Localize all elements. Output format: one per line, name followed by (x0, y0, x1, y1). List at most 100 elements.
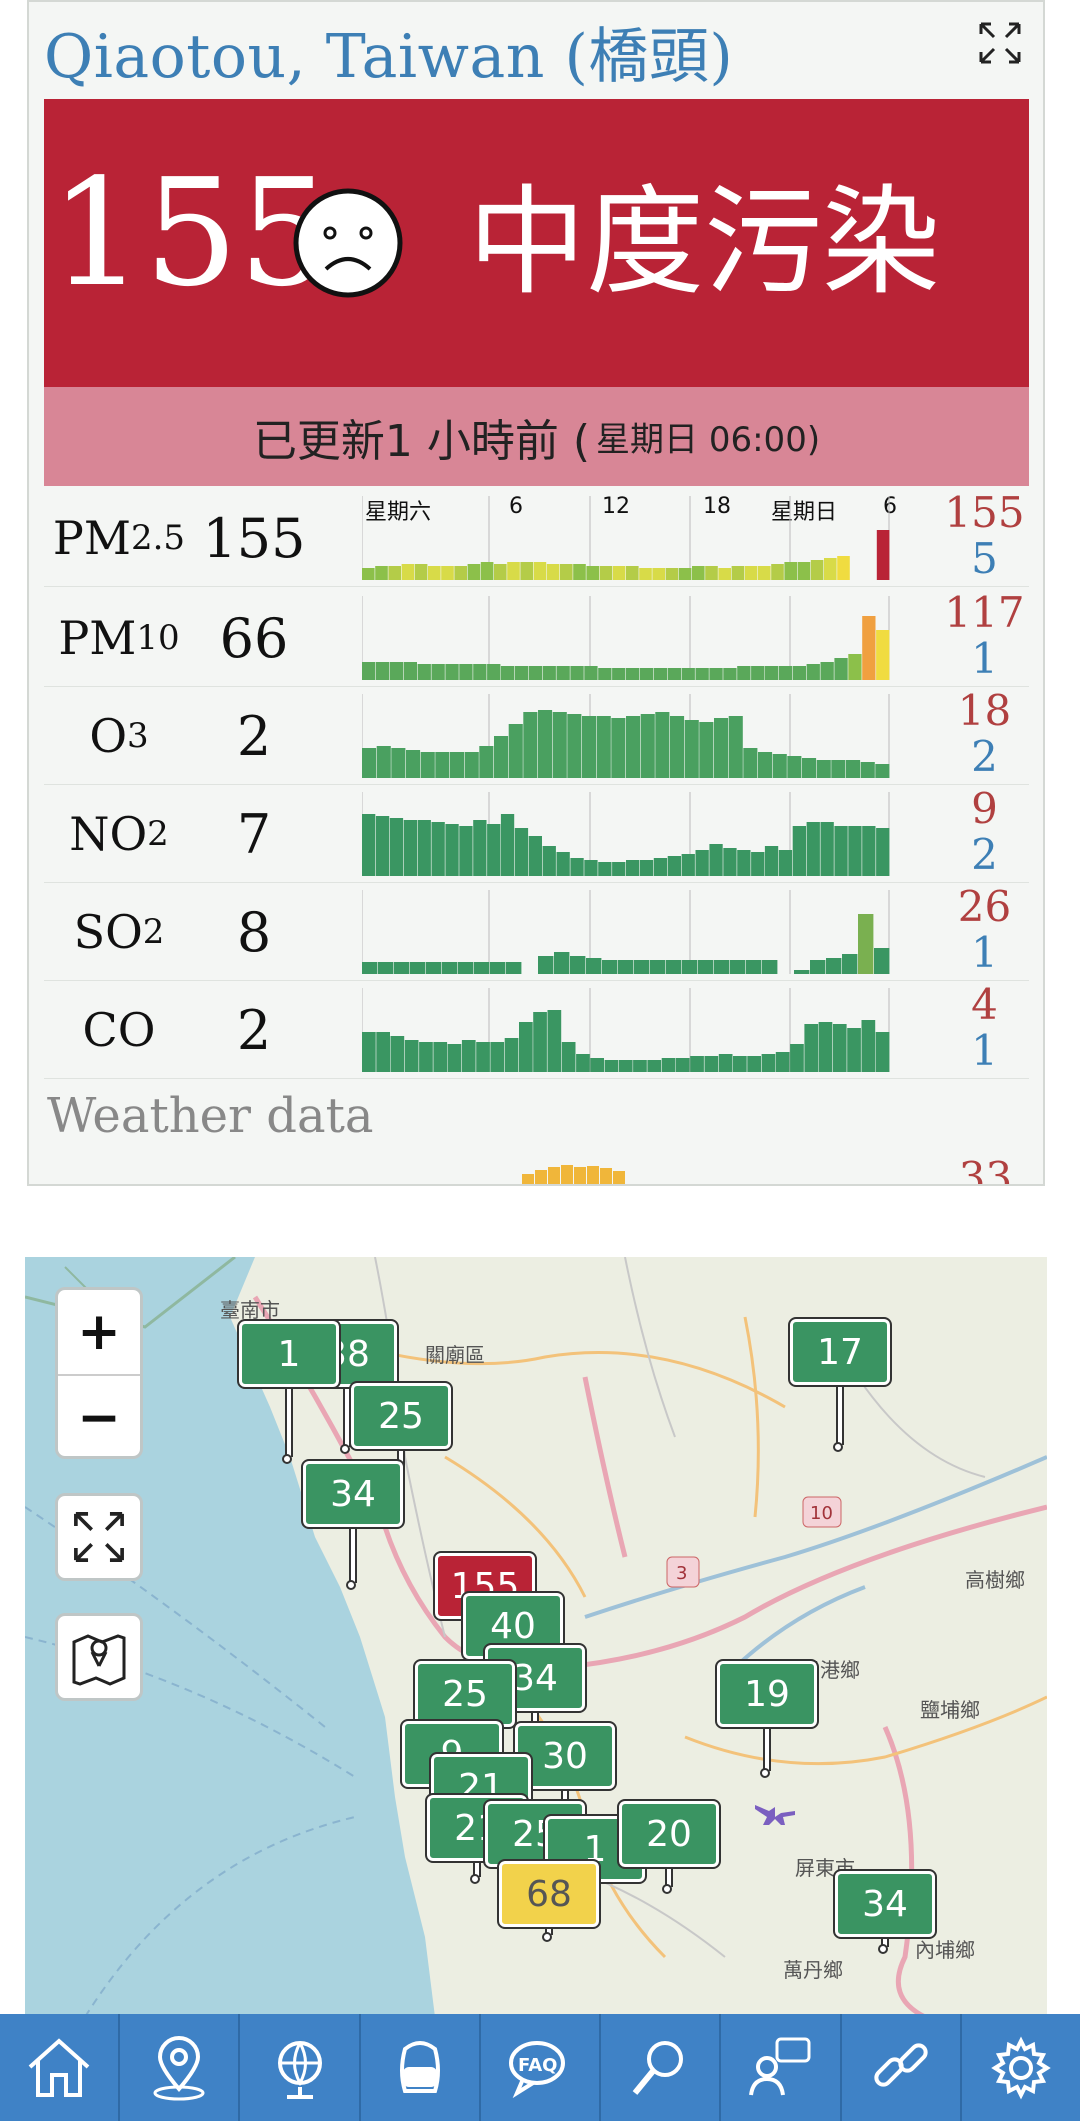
pollutant-max: 9 (971, 784, 998, 833)
nav-home[interactable] (0, 2014, 121, 2121)
station-card: Qiaotou, Taiwan (橋頭) 155 中度污染 已更新1 小時前 (… (27, 0, 1045, 1186)
pollutant-row-pm10[interactable]: PM 10 66 117 1 (44, 590, 1029, 687)
aqi-value: 155 (50, 147, 333, 319)
map-place-label: 內埔鄉 (915, 1938, 975, 1962)
aqi-level: 中度污染 (467, 173, 940, 312)
link-icon (873, 2042, 928, 2087)
map-marker-pin (346, 1527, 357, 1590)
svg-text:FAQ: FAQ (518, 2055, 557, 2076)
search-icon (632, 2040, 684, 2095)
nav-location[interactable] (120, 2014, 241, 2121)
location-icon (153, 2035, 205, 2100)
pollutant-name: SO 2 (73, 905, 165, 959)
pollutant-sparkline (362, 496, 890, 580)
map-place-label: 關廟區 (425, 1343, 485, 1367)
mask-icon (399, 2040, 440, 2093)
globe-icon (277, 2040, 322, 2099)
pollutant-current: 2 (236, 704, 272, 768)
pollutant-min: 1 (971, 634, 998, 683)
map-place-label: 萬丹鄉 (783, 1958, 843, 1982)
map-marker-pin (340, 1387, 351, 1454)
map-marker[interactable]: 19 (715, 1659, 819, 1729)
pollutant-max: 18 (957, 686, 1012, 735)
pollutant-sparkline (362, 694, 890, 778)
nav-chat[interactable] (721, 2014, 842, 2121)
nav-search[interactable] (601, 2014, 722, 2121)
weather-heading: Weather data (47, 1088, 374, 1144)
axis-label: 6 (509, 494, 523, 519)
pollutant-min: 2 (971, 732, 998, 781)
pollutant-row-co[interactable]: CO 2 4 1 (44, 982, 1029, 1079)
map-marker[interactable]: 17 (788, 1317, 892, 1387)
map-pin-icon (72, 1634, 126, 1686)
expand-icon[interactable] (977, 20, 1023, 66)
pollutant-name: PM 2.5 (52, 511, 186, 565)
updated-time: 已更新1 小時前 (星期日 06:00) (44, 387, 1029, 486)
pollutant-current: 8 (236, 900, 272, 964)
map-marker-pin (542, 1927, 553, 1942)
weather-sparkline (522, 1165, 625, 1184)
map-marker-pin (833, 1385, 844, 1452)
map-place-label: 高樹鄉 (965, 1568, 1025, 1592)
map-marker-pin (470, 1861, 481, 1884)
fullscreen-button[interactable] (55, 1493, 143, 1581)
map-marker[interactable]: 34 (833, 1869, 937, 1939)
sad-face-icon (293, 188, 403, 298)
map-road-label: 3 (676, 1563, 687, 1584)
nav-link[interactable] (842, 2014, 962, 2121)
pollutant-current: 2 (236, 998, 272, 1062)
pollutant-min: 5 (971, 534, 998, 583)
map-marker[interactable]: 25 (413, 1659, 517, 1729)
zoom-in-button[interactable]: + (77, 1302, 121, 1362)
nav-settings[interactable] (962, 2014, 1080, 2121)
pollutant-row-so2[interactable]: SO 2 8 26 1 (44, 884, 1029, 981)
pollutant-max: 4 (971, 980, 998, 1029)
nav-mask[interactable] (361, 2014, 481, 2121)
pollutant-max: 26 (957, 882, 1012, 931)
pollutant-sparkline (362, 792, 890, 876)
station-title[interactable]: Qiaotou, Taiwan (橋頭) (44, 22, 734, 92)
map-marker-pin (282, 1387, 293, 1464)
pollutant-sparkline (362, 988, 890, 1072)
axis-label: 12 (602, 494, 630, 519)
axis-label: 18 (703, 494, 731, 519)
aqi-banner: 155 中度污染 (44, 99, 1029, 387)
pollutant-row-no2[interactable]: NO 2 7 9 2 (44, 786, 1029, 883)
pollutant-current: 66 (219, 606, 289, 670)
fullscreen-icon (74, 1512, 124, 1562)
pollutant-min: 2 (971, 830, 998, 879)
pollutant-max: 117 (944, 588, 1025, 637)
map-marker[interactable]: 30 (513, 1721, 617, 1791)
map-marker-pin (760, 1727, 771, 1778)
pollutant-sparkline (362, 890, 890, 974)
updated-main: 已更新1 小時前 ( (252, 415, 591, 467)
map-place-label: 鹽埔鄉 (920, 1698, 980, 1722)
nav-faq[interactable]: FAQ (481, 2014, 602, 2121)
pollutant-min: 1 (971, 928, 998, 977)
map-layers-button[interactable] (55, 1613, 143, 1701)
map-marker-pin (662, 1867, 673, 1894)
pollutant-current: 7 (236, 802, 272, 866)
pollutant-min: 1 (971, 1026, 998, 1075)
axis-label: 星期日 (771, 500, 838, 525)
map-marker[interactable]: 25 (349, 1381, 453, 1451)
axis-label: 6 (883, 494, 897, 519)
zoom-out-button[interactable]: − (58, 1374, 140, 1460)
nav-globe[interactable] (240, 2014, 361, 2121)
map-marker[interactable]: 34 (301, 1459, 405, 1529)
map-marker[interactable]: 1 (237, 1319, 341, 1389)
pollutant-row-pm25[interactable]: PM 2.5 155 155 5 (44, 490, 1029, 587)
map-marker[interactable]: 20 (617, 1799, 721, 1869)
bottom-navbar: FAQ (0, 2014, 1080, 2121)
pollutant-current: 155 (202, 506, 306, 570)
updated-day: 星期日 06:00) (596, 420, 821, 460)
map-place-label: 臺南市 (220, 1298, 280, 1322)
station-map[interactable]: 臺南市 關廟區 里港鄉 高樹鄉 鹽埔鄉 屏東市 萬丹鄉 內埔鄉 10 3 + − (25, 1257, 1047, 2017)
axis-label: 星期六 (365, 500, 432, 525)
home-icon (28, 2037, 90, 2097)
map-marker[interactable]: 68 (497, 1859, 601, 1929)
pollutant-sparkline (362, 596, 890, 680)
pollutant-name: CO (82, 1003, 156, 1057)
